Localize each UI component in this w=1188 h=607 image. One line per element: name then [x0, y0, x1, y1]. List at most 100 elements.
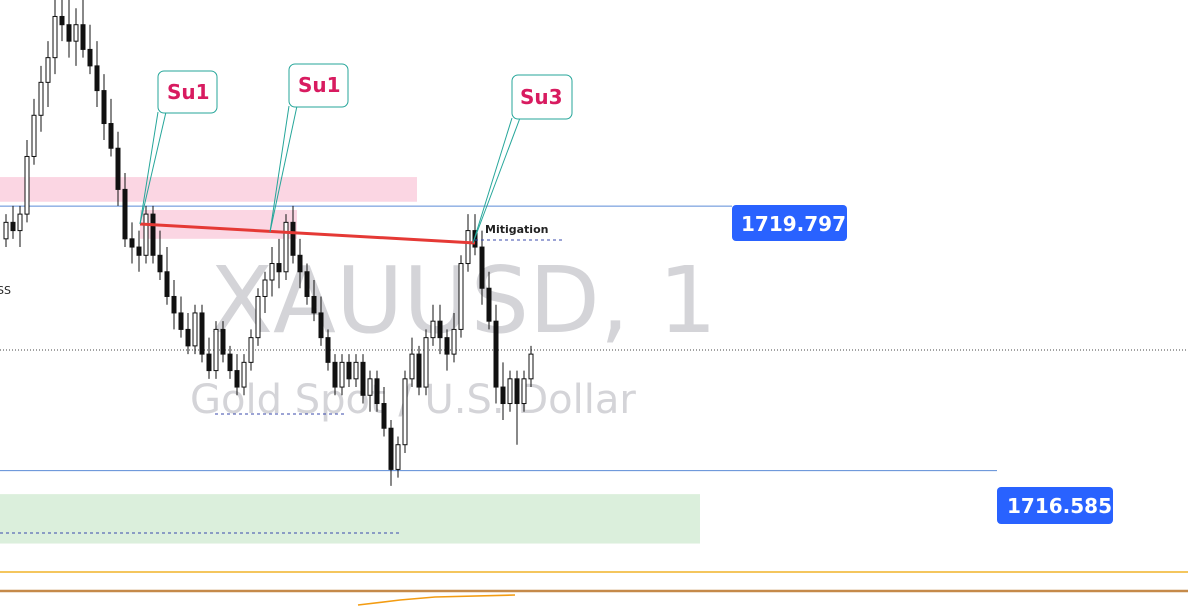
- candle: [528, 345, 534, 388]
- candle: [367, 370, 373, 412]
- callout-su3-text: Su3: [520, 85, 563, 109]
- candle-body-down: [486, 287, 492, 322]
- candle: [500, 362, 506, 420]
- candle: [73, 8, 79, 66]
- price-label-1716-585[interactable]: 1716.585: [997, 487, 1113, 524]
- mitigation-marker: Mitigation: [475, 223, 565, 241]
- candle: [381, 387, 387, 437]
- candle-body-down: [276, 263, 282, 273]
- candle-body-down: [444, 337, 450, 355]
- candle-body-up: [255, 295, 261, 339]
- candle-body-up: [241, 361, 247, 388]
- price-label-1719-797[interactable]: 1719.797: [732, 205, 847, 241]
- candle-body-down: [346, 361, 352, 380]
- candle: [374, 370, 380, 412]
- price-label-1-box: [732, 205, 847, 241]
- edge-label: SS: [0, 284, 11, 297]
- candle-body-down: [178, 312, 184, 330]
- callout-su1-a-text: Su1: [167, 80, 210, 104]
- candle: [423, 329, 429, 396]
- supply-trendline[interactable]: [139, 222, 476, 245]
- candle: [199, 304, 205, 363]
- candle: [213, 321, 219, 379]
- candle-body-down: [164, 271, 170, 297]
- callout-su3-box: [511, 74, 573, 120]
- candle: [248, 329, 254, 371]
- candle-body-up: [3, 221, 9, 240]
- candle: [45, 41, 51, 108]
- candle-body-up: [213, 328, 219, 372]
- candle: [38, 65, 44, 132]
- candle-body-up: [283, 221, 289, 273]
- candle: [339, 354, 345, 396]
- candle-body-down: [80, 24, 86, 50]
- candle-body-down: [360, 361, 366, 396]
- candle: [437, 304, 443, 355]
- candle-body-down: [185, 328, 191, 347]
- candle-body-down: [234, 370, 240, 388]
- candle-body-down: [500, 386, 506, 405]
- candle-body-up: [262, 279, 268, 297]
- candle: [192, 304, 198, 355]
- candle-body-up: [423, 337, 429, 388]
- candle-body-down: [325, 337, 331, 363]
- candle: [402, 370, 408, 453]
- candle-body-down: [150, 213, 156, 256]
- candle: [304, 263, 310, 305]
- candle-body-down: [304, 271, 310, 297]
- candle-body-up: [24, 155, 30, 215]
- candle: [59, 0, 65, 42]
- candle-body-down: [10, 221, 16, 232]
- candle-body-up: [409, 353, 415, 380]
- candle: [241, 354, 247, 396]
- callout-su1-b[interactable]: Su1: [269, 63, 349, 233]
- candle: [346, 354, 352, 388]
- callout-su1-a-pointer-2: [139, 111, 167, 225]
- candle: [206, 337, 212, 379]
- candle: [129, 222, 135, 264]
- zone-demand-2: [0, 494, 700, 544]
- candle-body-down: [437, 320, 443, 339]
- candle-body-down: [514, 378, 520, 405]
- candle: [360, 354, 366, 404]
- callout-su1-a[interactable]: Su1: [139, 70, 218, 225]
- candle: [122, 172, 128, 248]
- callout-su1-b-pointer-2: [269, 105, 298, 233]
- price-label-2-text: 1716.585: [1007, 494, 1112, 518]
- candle: [115, 131, 121, 206]
- candle-body-down: [87, 48, 93, 67]
- candle: [171, 280, 177, 330]
- candle-body-up: [465, 230, 471, 265]
- watermark-description: Gold Spot / U.S. Dollar: [190, 377, 636, 423]
- candle: [262, 271, 268, 313]
- candle: [332, 354, 338, 396]
- candle-body-up: [143, 213, 149, 256]
- candles-layer: [3, 0, 534, 486]
- candle: [94, 41, 100, 108]
- candle-body-down: [318, 312, 324, 339]
- candle-body-down: [290, 221, 296, 256]
- candle-body-down: [381, 403, 387, 429]
- candle: [87, 24, 93, 75]
- candle-body-down: [297, 254, 303, 273]
- candle-body-up: [367, 378, 373, 396]
- candle: [409, 337, 415, 388]
- candle: [164, 247, 170, 305]
- candle-body-up: [528, 353, 534, 380]
- callout-su1-b-box: [288, 63, 349, 108]
- candle-body-down: [59, 15, 65, 26]
- candle: [290, 205, 296, 264]
- candle-body-up: [45, 57, 51, 83]
- price-label-2-box: [997, 487, 1113, 524]
- callout-su1-a-pointer-1: [139, 111, 159, 225]
- candle-body-down: [332, 361, 338, 388]
- indicator-curve: [357, 594, 516, 606]
- candle: [444, 329, 450, 371]
- candle: [227, 345, 233, 379]
- callout-su3[interactable]: Su3: [472, 74, 573, 244]
- candle: [493, 304, 499, 404]
- candle-body-up: [17, 213, 23, 232]
- swing-low-markers: [0, 413, 400, 534]
